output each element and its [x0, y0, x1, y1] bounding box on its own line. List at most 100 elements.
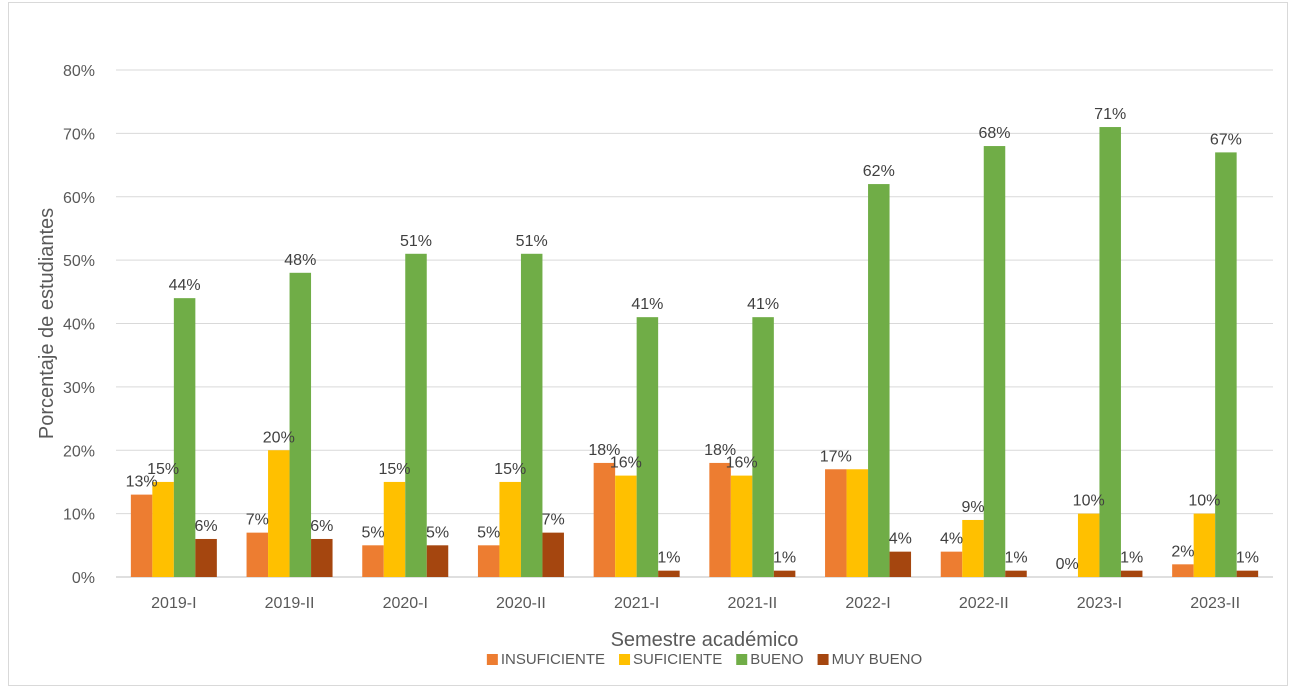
data-label: 16% — [726, 455, 758, 472]
legend-item: INSUFICIENTE — [486, 651, 605, 668]
x-tick-label: 2021-II — [727, 595, 777, 612]
bar-muy-bueno — [542, 532, 564, 577]
bar-insuficiente — [477, 545, 500, 577]
data-label: 48% — [284, 252, 316, 269]
data-label: 7% — [246, 512, 269, 529]
legend-swatch — [817, 654, 829, 665]
data-label: 41% — [631, 296, 663, 313]
bar-insuficiente — [246, 532, 269, 577]
data-label: 13% — [126, 474, 158, 491]
bar-suficiente — [962, 519, 984, 577]
data-label: 62% — [863, 163, 895, 180]
y-tick-label: 10% — [63, 507, 95, 524]
data-label: 4% — [889, 531, 912, 548]
data-label: 1% — [1120, 550, 1143, 567]
bar-bueno — [405, 253, 427, 577]
data-label: 5% — [426, 524, 449, 541]
chart-frame: 0% 10% 20% 30% 40% 50% 60% 70% 80% 13% 15% 44% 6% 7%… — [8, 2, 1288, 686]
bar-muy-bueno — [1236, 570, 1259, 577]
bar-suficiente — [268, 450, 290, 577]
data-label: 41% — [747, 296, 779, 313]
bar-suficiente — [1077, 513, 1100, 577]
data-label: 71% — [1094, 106, 1126, 123]
bar-insuficiente — [940, 551, 963, 577]
bar-insuficiente — [130, 494, 153, 577]
data-label: 44% — [169, 277, 201, 294]
data-label: 1% — [1004, 550, 1027, 567]
data-label: 6% — [310, 518, 333, 535]
bar-bueno — [1215, 152, 1237, 577]
y-tick-label: 60% — [63, 190, 95, 207]
bar-muy-bueno — [195, 538, 217, 577]
legend-label: MUY BUENO — [832, 651, 923, 668]
y-axis-ticks: 0% 10% 20% 30% 40% 50% 60% 70% 80% — [63, 63, 95, 587]
bar-muy-bueno — [658, 570, 680, 577]
legend-swatch — [736, 654, 748, 665]
data-label: 6% — [195, 518, 218, 535]
data-label: 10% — [1188, 493, 1220, 510]
legend-label: SUFICIENTE — [633, 651, 722, 668]
bar-suficiente — [846, 469, 869, 577]
x-axis-ticks: 2019-I 2019-II 2020-I 2020-II 2021-I 2021-II 2… — [151, 595, 1240, 612]
bar-bueno — [173, 298, 196, 577]
data-label: 5% — [477, 524, 500, 541]
y-tick-label: 40% — [63, 317, 95, 334]
data-labels: 13%15%44%6% 7%20%48%6% 5%15%51%5% 5%15%51%7… — [126, 106, 1259, 573]
bar-suficiente — [615, 475, 637, 577]
data-label: 15% — [494, 461, 526, 478]
legend-swatch — [619, 654, 631, 665]
data-label: 0% — [1056, 556, 1079, 573]
legend-item: MUY BUENO — [817, 651, 923, 668]
data-label: 10% — [1073, 493, 1105, 510]
legend-swatch — [486, 654, 498, 665]
bar-insuficiente — [593, 462, 616, 577]
bar-suficiente — [152, 481, 174, 577]
bar-muy-bueno — [1120, 570, 1143, 577]
y-tick-label: 30% — [63, 380, 95, 397]
y-tick-label: 80% — [63, 63, 95, 80]
data-label: 5% — [361, 524, 384, 541]
data-label: 68% — [978, 125, 1010, 142]
bar-muy-bueno — [311, 538, 333, 577]
x-tick-label: 2020-I — [383, 595, 428, 612]
bar-muy-bueno — [889, 551, 912, 577]
bar-bueno — [289, 272, 312, 577]
x-tick-label: 2019-II — [265, 595, 315, 612]
bar-bueno — [752, 317, 774, 577]
bar-insuficiente — [362, 545, 384, 577]
data-label: 4% — [940, 531, 963, 548]
data-label: 15% — [147, 461, 179, 478]
data-label: 51% — [400, 233, 432, 250]
bar-bueno — [520, 253, 543, 577]
bar-bueno — [1099, 127, 1121, 577]
data-label: 9% — [961, 499, 984, 516]
bar-chart: 0%10%20%30%40%50%60%70%80% 13%15%44%6% 7%… — [36, 63, 1273, 668]
data-label: 67% — [1210, 131, 1242, 148]
x-tick-label: 2019-I — [151, 595, 196, 612]
bar-bueno — [636, 317, 659, 577]
bars — [130, 127, 1259, 578]
bar-insuficiente — [825, 469, 847, 577]
legend-item: SUFICIENTE — [619, 651, 722, 668]
data-label: 18% — [588, 442, 620, 459]
bar-suficiente — [1193, 513, 1216, 577]
data-label: 17% — [820, 448, 852, 465]
y-tick-label: 0% — [72, 570, 95, 587]
x-tick-label: 2020-II — [496, 595, 546, 612]
bar-suficiente — [730, 475, 753, 577]
data-label: 20% — [263, 429, 295, 446]
bar-bueno — [983, 146, 1006, 578]
data-label: 51% — [516, 233, 548, 250]
y-tick-label: 50% — [63, 253, 95, 270]
legend-item: BUENO — [736, 651, 804, 668]
x-axis-title: Semestre académico — [611, 629, 799, 651]
x-tick-label: 2022-II — [959, 595, 1009, 612]
bar-insuficiente — [709, 462, 731, 577]
legend: INSUFICIENTE SUFICIENTE BUENO MUY BUENO — [486, 651, 923, 668]
x-tick-label: 2023-II — [1190, 595, 1240, 612]
y-tick-label: 20% — [63, 443, 95, 460]
data-label: 2% — [1171, 543, 1194, 560]
y-tick-label: 70% — [63, 126, 95, 143]
bar-bueno — [868, 184, 890, 577]
data-label: 18% — [704, 442, 736, 459]
